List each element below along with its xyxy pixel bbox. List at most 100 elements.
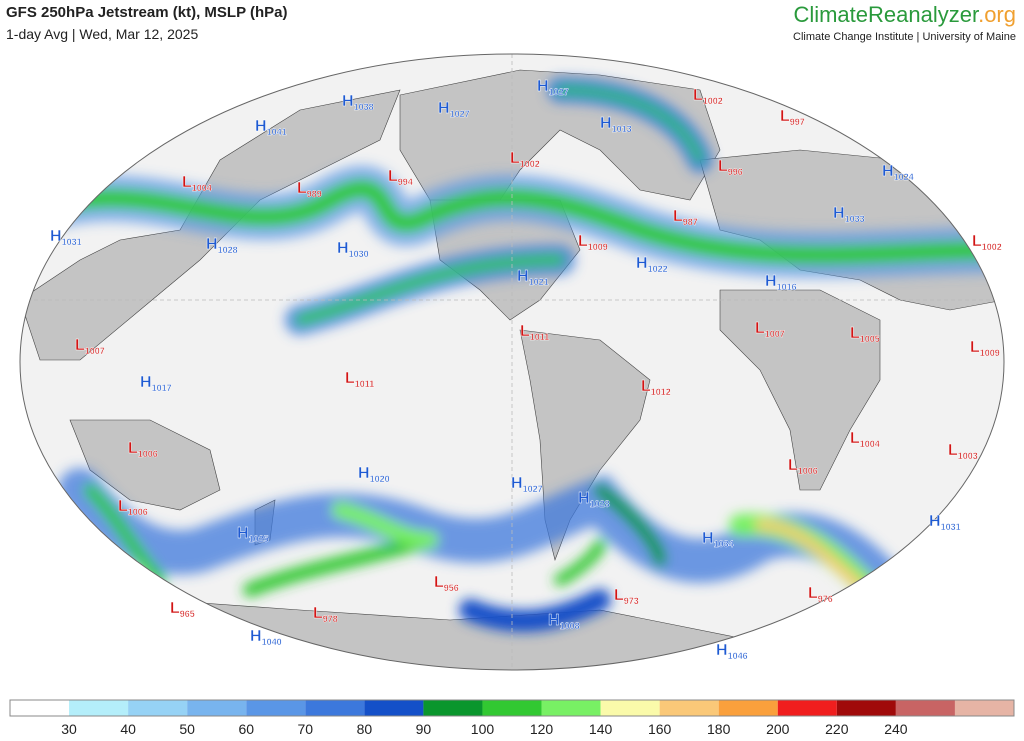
center-kind: H: [255, 118, 267, 135]
colorbar: 30 40 50 60 70 80 90 100 120 140 160 180 200 220 240: [9, 699, 1015, 737]
center-kind: H: [511, 475, 523, 492]
center-value: 1027: [450, 109, 470, 119]
center-value: 1007: [85, 346, 105, 356]
colorbar-tick-label: 120: [530, 721, 554, 737]
pressure-center: H1027: [537, 78, 569, 97]
center-value: 1004: [192, 183, 212, 193]
center-kind: L: [948, 442, 958, 459]
center-value: 997: [790, 117, 805, 127]
center-value: 1017: [152, 383, 172, 393]
logo-subtitle: Climate Change Institute | University of…: [793, 31, 1016, 43]
center-value: 1038: [354, 102, 374, 112]
center-kind: H: [578, 490, 590, 507]
colorbar-segment: [69, 700, 129, 716]
center-kind: H: [929, 513, 941, 530]
pressure-center: H1046: [716, 642, 748, 661]
pressure-center: L1006: [788, 457, 818, 476]
center-kind: H: [537, 78, 549, 95]
colorbar-segment: [364, 700, 424, 716]
pressure-center: L1009: [970, 339, 1000, 358]
center-value: 1046: [728, 651, 748, 661]
pressure-center: L965: [170, 600, 195, 619]
center-value: 987: [683, 217, 698, 227]
pressure-center: L1006: [128, 440, 158, 459]
pressure-center: L1002: [510, 150, 540, 169]
colorbar-tick-label: 70: [298, 721, 314, 737]
center-kind: L: [297, 180, 307, 197]
center-value: 1012: [651, 387, 671, 397]
pressure-center: L1004: [182, 174, 212, 193]
center-kind: H: [250, 628, 262, 645]
colorbar-tick-label: 240: [884, 721, 908, 737]
pressure-center: H1013: [600, 115, 632, 134]
center-value: 956: [444, 583, 459, 593]
logo-main: ClimateReanalyzer: [793, 2, 979, 27]
pressure-center: L987: [673, 208, 698, 227]
center-kind: H: [237, 525, 249, 542]
center-value: 1025: [249, 534, 269, 544]
pressure-center: L956: [434, 574, 459, 593]
center-kind: L: [75, 337, 85, 354]
center-value: 989: [307, 189, 322, 199]
center-kind: L: [578, 233, 588, 250]
center-value: 1009: [588, 242, 608, 252]
center-kind: L: [850, 430, 860, 447]
colorbar-tick-label: 200: [766, 721, 790, 737]
colorbar-tick-label: 60: [238, 721, 254, 737]
colorbar-segment: [482, 700, 542, 716]
pressure-center: H1028: [206, 236, 238, 255]
center-value: 1040: [262, 637, 282, 647]
colorbar-segment: [600, 700, 660, 716]
pressure-center: H1041: [255, 118, 287, 137]
pressure-center: L1003: [948, 442, 978, 461]
center-value: 973: [624, 596, 639, 606]
colorbar-segment: [954, 700, 1014, 716]
pressure-center: L1002: [693, 87, 723, 106]
title: GFS 250hPa Jetstream (kt), MSLP (hPa): [6, 4, 287, 21]
colorbar-segment: [718, 700, 778, 716]
colorbar-tick-label: 30: [61, 721, 77, 737]
pressure-centers: H1038H1041H1027H1027H1013L1002L997L1002L…: [50, 78, 1002, 661]
center-kind: L: [693, 87, 703, 104]
center-kind: H: [765, 273, 777, 290]
colorbar-tick-label: 40: [120, 721, 136, 737]
logo-suffix: .org: [978, 2, 1016, 27]
colorbar-tick-label: 180: [707, 721, 731, 737]
center-kind: L: [520, 323, 530, 340]
colorbar-segment: [128, 700, 188, 716]
center-kind: L: [780, 108, 790, 125]
center-kind: L: [972, 233, 982, 250]
center-value: 1013: [612, 124, 632, 134]
pressure-center: H1040: [250, 628, 282, 647]
center-value: 994: [398, 177, 413, 187]
center-value: 1022: [648, 264, 668, 274]
colorbar-segment: [777, 700, 837, 716]
center-kind: H: [600, 115, 612, 132]
pressure-center: L1012: [641, 378, 671, 397]
center-kind: L: [128, 440, 138, 457]
pressure-center: H1033: [833, 205, 865, 224]
center-kind: L: [718, 158, 728, 175]
center-value: 1008: [560, 621, 580, 631]
logo: ClimateReanalyzer.org: [793, 2, 1016, 27]
pressure-center: H1027: [511, 475, 543, 494]
pressure-center: L976: [808, 585, 833, 604]
center-kind: H: [548, 612, 560, 629]
map-area: [20, 54, 1004, 670]
subtitle: 1-day Avg | Wed, Mar 12, 2025: [6, 26, 198, 42]
center-kind: H: [716, 642, 728, 659]
pressure-center: L1007: [755, 320, 785, 339]
center-kind: H: [438, 100, 450, 117]
center-kind: L: [673, 208, 683, 225]
center-value: 1005: [860, 334, 880, 344]
pressure-center: H1034: [702, 530, 734, 549]
pressure-center: H1038: [342, 93, 374, 112]
center-kind: L: [118, 498, 128, 515]
center-value: 1016: [777, 282, 797, 292]
pressure-center: H1031: [50, 228, 82, 247]
colorbar-tick-label: 50: [179, 721, 195, 737]
center-kind: H: [50, 228, 62, 245]
center-kind: L: [510, 150, 520, 167]
colorbar-tick-label: 90: [416, 721, 432, 737]
